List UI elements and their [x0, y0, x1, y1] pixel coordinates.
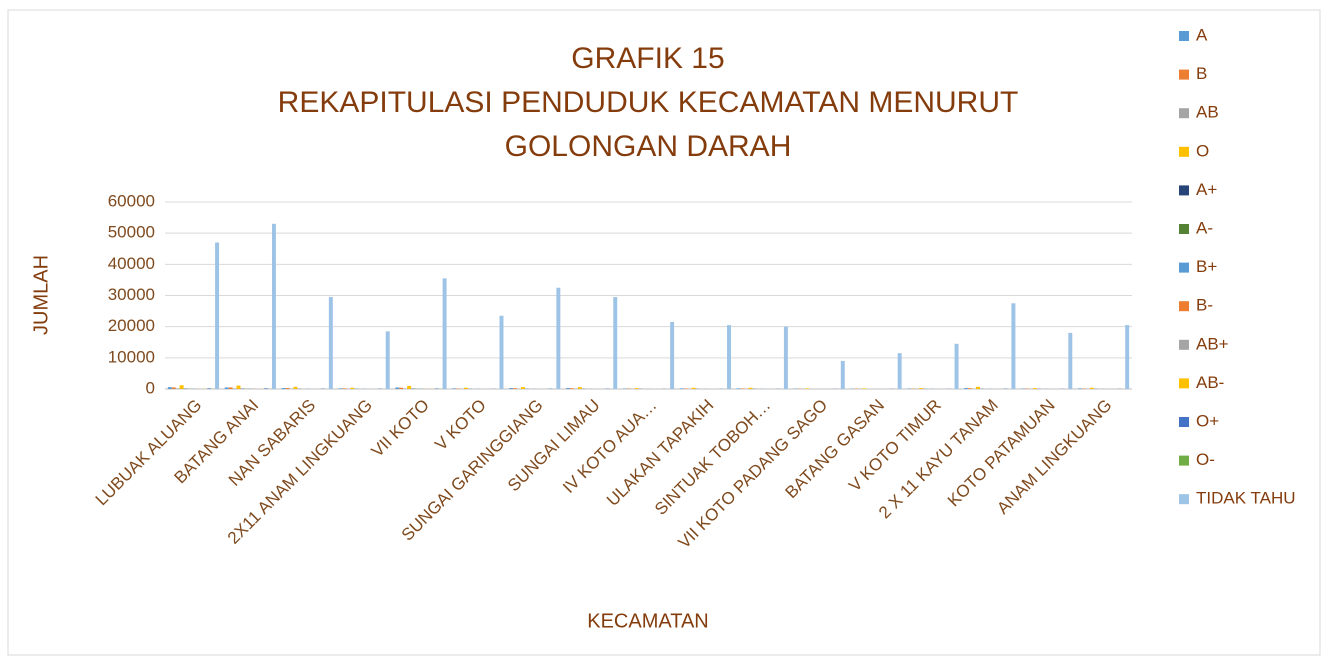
bar [1068, 333, 1072, 389]
legend-swatch [1179, 224, 1189, 234]
bar [898, 353, 902, 389]
bar [264, 388, 268, 389]
legend-label: O+ [1196, 411, 1219, 430]
bar [207, 388, 211, 389]
bar [386, 331, 390, 389]
bar [784, 327, 788, 389]
legend-swatch [1179, 417, 1189, 427]
bar [452, 388, 456, 389]
bar [1011, 303, 1015, 389]
bar [464, 388, 468, 389]
bar [748, 388, 752, 389]
legend-swatch [1179, 108, 1189, 118]
y-tick-label: 60000 [108, 191, 155, 210]
bar [168, 387, 172, 389]
bar [293, 387, 297, 389]
bar [500, 316, 504, 389]
legend-label: A- [1196, 218, 1213, 237]
bar [282, 388, 286, 389]
legend-swatch [1179, 70, 1189, 80]
bar [350, 388, 354, 389]
chart-title: GOLONGAN DARAH [505, 130, 792, 163]
y-tick-label: 10000 [108, 347, 155, 366]
legend-label: A+ [1196, 180, 1217, 199]
legend-label: O [1196, 141, 1209, 160]
y-tick-label: 0 [146, 378, 155, 397]
bar [225, 387, 229, 389]
legend-swatch [1179, 185, 1189, 195]
bar [286, 388, 290, 389]
legend-swatch [1179, 340, 1189, 350]
legend-label: A [1196, 25, 1208, 44]
chart-title: REKAPITULASI PENDUDUK KECAMATAN MENURUT [278, 86, 1019, 119]
bar [1033, 388, 1037, 389]
bar [513, 388, 517, 389]
legend-swatch [1179, 147, 1189, 157]
legend-swatch [1179, 456, 1189, 466]
bar [976, 387, 980, 389]
bar [180, 385, 184, 389]
bar [329, 297, 333, 389]
bar [613, 297, 617, 389]
bar [399, 388, 403, 389]
bar [509, 388, 513, 389]
bar [172, 387, 176, 389]
bar [237, 386, 241, 389]
legend-label: AB+ [1196, 334, 1229, 353]
legend-label: O- [1196, 450, 1215, 469]
bar [968, 388, 972, 389]
bar [841, 361, 845, 389]
legend-label: AB- [1196, 373, 1224, 392]
legend-swatch [1179, 263, 1189, 273]
bar [342, 388, 346, 389]
legend-label: B+ [1196, 257, 1217, 276]
bar [521, 387, 525, 389]
legend-label: AB [1196, 103, 1219, 122]
bar [229, 387, 233, 389]
legend-swatch [1179, 31, 1189, 41]
y-axis-title: JUMLAH [30, 255, 52, 335]
bar [395, 387, 399, 389]
bar [1125, 325, 1129, 389]
legend-label: TIDAK TAHU [1196, 489, 1296, 508]
y-tick-label: 20000 [108, 316, 155, 335]
bar [670, 322, 674, 389]
legend-swatch [1179, 378, 1189, 388]
bar [692, 388, 696, 389]
bar [1078, 388, 1082, 389]
y-tick-label: 40000 [108, 254, 155, 273]
bar [215, 243, 219, 389]
legend-label: B [1196, 64, 1207, 83]
bar [570, 388, 574, 389]
bar [964, 388, 968, 389]
bar [680, 388, 684, 389]
y-tick-label: 50000 [108, 223, 155, 242]
x-axis-title: KECAMATAN [587, 610, 709, 632]
bar [1090, 388, 1094, 389]
bar [233, 388, 237, 389]
bar [443, 278, 447, 389]
bar [635, 388, 639, 389]
bar [737, 388, 741, 389]
bar [556, 288, 560, 389]
bar [862, 388, 866, 389]
y-tick-label: 30000 [108, 285, 155, 304]
legend-label: B- [1196, 296, 1213, 315]
bar [338, 388, 342, 389]
chart-title: GRAFIK 15 [571, 42, 724, 75]
bar [176, 388, 180, 389]
bar [805, 388, 809, 389]
bar [566, 388, 570, 389]
bar [407, 386, 411, 389]
bar [578, 387, 582, 389]
bar [919, 388, 923, 389]
bar [272, 224, 276, 389]
legend-swatch [1179, 301, 1189, 311]
bar [955, 344, 959, 389]
legend-swatch [1179, 494, 1189, 504]
bar [727, 325, 731, 389]
